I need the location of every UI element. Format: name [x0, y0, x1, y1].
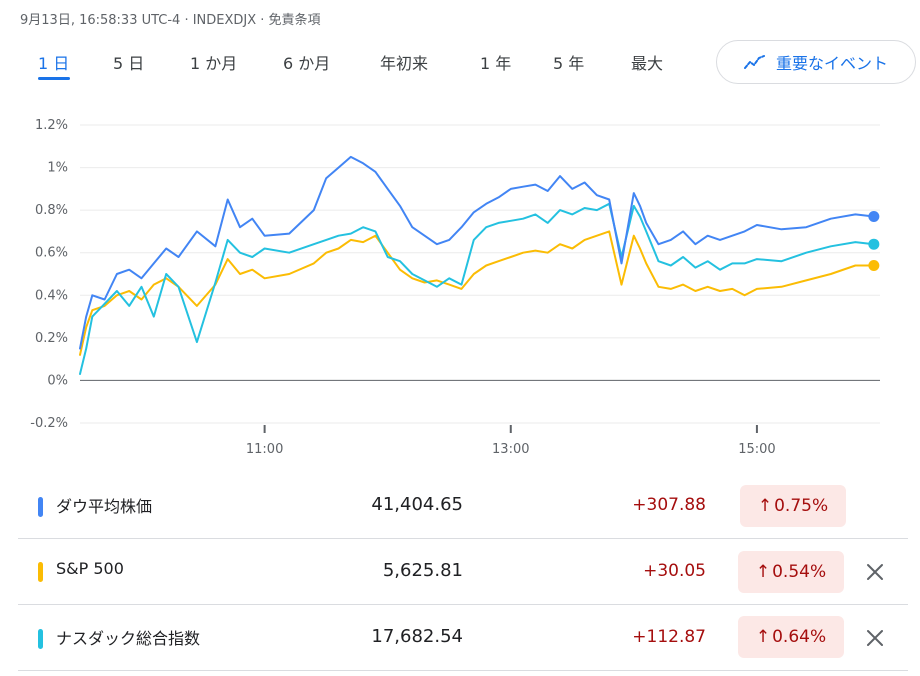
y-tick-label: 0.8%	[35, 203, 68, 218]
series-color-swatch	[38, 562, 43, 582]
tab-6-month[interactable]: 6 か月	[283, 54, 331, 73]
percent-change-value: 0.54%	[772, 562, 827, 582]
index-name: ダウ平均株価	[56, 497, 153, 516]
tab-1-month[interactable]: 1 か月	[190, 54, 238, 73]
tab-1-year[interactable]: 1 年	[480, 54, 512, 73]
arrow-up-icon: ↑	[755, 627, 771, 647]
tab-1-day[interactable]: 1 日	[38, 54, 70, 73]
series-end-dots	[868, 211, 880, 271]
y-tick-label: 1%	[47, 161, 68, 176]
active-tab-underline	[38, 77, 70, 80]
y-tick-label: 0.2%	[35, 331, 68, 346]
index-name: S&P 500	[56, 559, 124, 578]
x-tick-label: 15:00	[738, 442, 775, 457]
close-icon	[867, 564, 883, 580]
index-change: +30.05	[643, 561, 706, 581]
index-row-sp500[interactable]: S&P 500 5,625.81 +30.05 ↑ 0.54%	[18, 539, 908, 605]
index-change: +112.87	[632, 627, 706, 647]
remove-index-button[interactable]	[861, 624, 889, 652]
header-meta: 9月13日, 16:58:33 UTC-4 · INDEXDJX · 免責条項	[20, 13, 321, 28]
y-tick-label: 0%	[47, 373, 68, 388]
trend-line-icon	[743, 54, 766, 70]
key-events-label: 重要なイベント	[775, 54, 888, 73]
percent-change-badge: ↑ 0.54%	[738, 551, 844, 593]
key-events-button[interactable]: 重要なイベント	[716, 40, 916, 84]
series-end-dot	[868, 238, 880, 250]
tab-max[interactable]: 最大	[631, 54, 664, 73]
index-change: +307.88	[632, 495, 706, 515]
arrow-up-icon: ↑	[755, 562, 771, 582]
remove-index-button[interactable]	[861, 558, 889, 586]
x-axis: 11:00 13:00 15:00	[246, 425, 776, 457]
y-axis-labels: 1.2% 1% 0.8% 0.6% 0.4% 0.2% 0% -0.2%	[30, 118, 68, 431]
y-tick-label: 0.4%	[35, 288, 68, 303]
series-line	[79, 155, 875, 350]
tab-5-year[interactable]: 5 年	[553, 54, 585, 73]
series-end-dot	[868, 259, 880, 271]
series-color-swatch	[38, 629, 43, 649]
index-row-nasdaq[interactable]: ナスダック総合指数 17,682.54 +112.87 ↑ 0.64%	[18, 605, 908, 671]
chart-grid	[80, 124, 880, 424]
index-list: ダウ平均株価 41,404.65 +307.88 ↑ 0.75% S&P 500 …	[18, 474, 908, 671]
tab-ytd[interactable]: 年初来	[380, 54, 429, 73]
arrow-up-icon: ↑	[757, 496, 773, 516]
series-line	[79, 202, 875, 375]
y-tick-label: 1.2%	[35, 118, 68, 133]
index-row-dow[interactable]: ダウ平均株価 41,404.65 +307.88 ↑ 0.75%	[18, 474, 908, 539]
series-lines	[79, 155, 875, 375]
y-tick-label: -0.2%	[30, 416, 68, 431]
index-value: 5,625.81	[382, 560, 463, 581]
series-color-swatch	[38, 497, 43, 517]
index-value: 41,404.65	[371, 494, 463, 515]
tab-5-day[interactable]: 5 日	[113, 54, 145, 73]
close-icon	[867, 630, 883, 646]
percent-change-value: 0.64%	[772, 627, 827, 647]
y-tick-label: 0.6%	[35, 246, 68, 261]
x-tick-label: 13:00	[492, 442, 529, 457]
x-tick-label: 11:00	[246, 442, 283, 457]
index-value: 17,682.54	[371, 626, 463, 647]
series-line	[79, 230, 875, 356]
index-name: ナスダック総合指数	[56, 629, 201, 648]
series-end-dot	[868, 211, 880, 223]
price-chart: 1.2% 1% 0.8% 0.6% 0.4% 0.2% 0% -0.2% 11:00 13:00…	[30, 118, 880, 457]
range-tabs: 1 日 5 日 1 か月 6 か月 年初来 1 年 5 年 最大	[0, 50, 700, 80]
percent-change-badge: ↑ 0.75%	[740, 485, 846, 527]
percent-change-value: 0.75%	[774, 496, 829, 516]
percent-change-badge: ↑ 0.64%	[738, 616, 844, 658]
